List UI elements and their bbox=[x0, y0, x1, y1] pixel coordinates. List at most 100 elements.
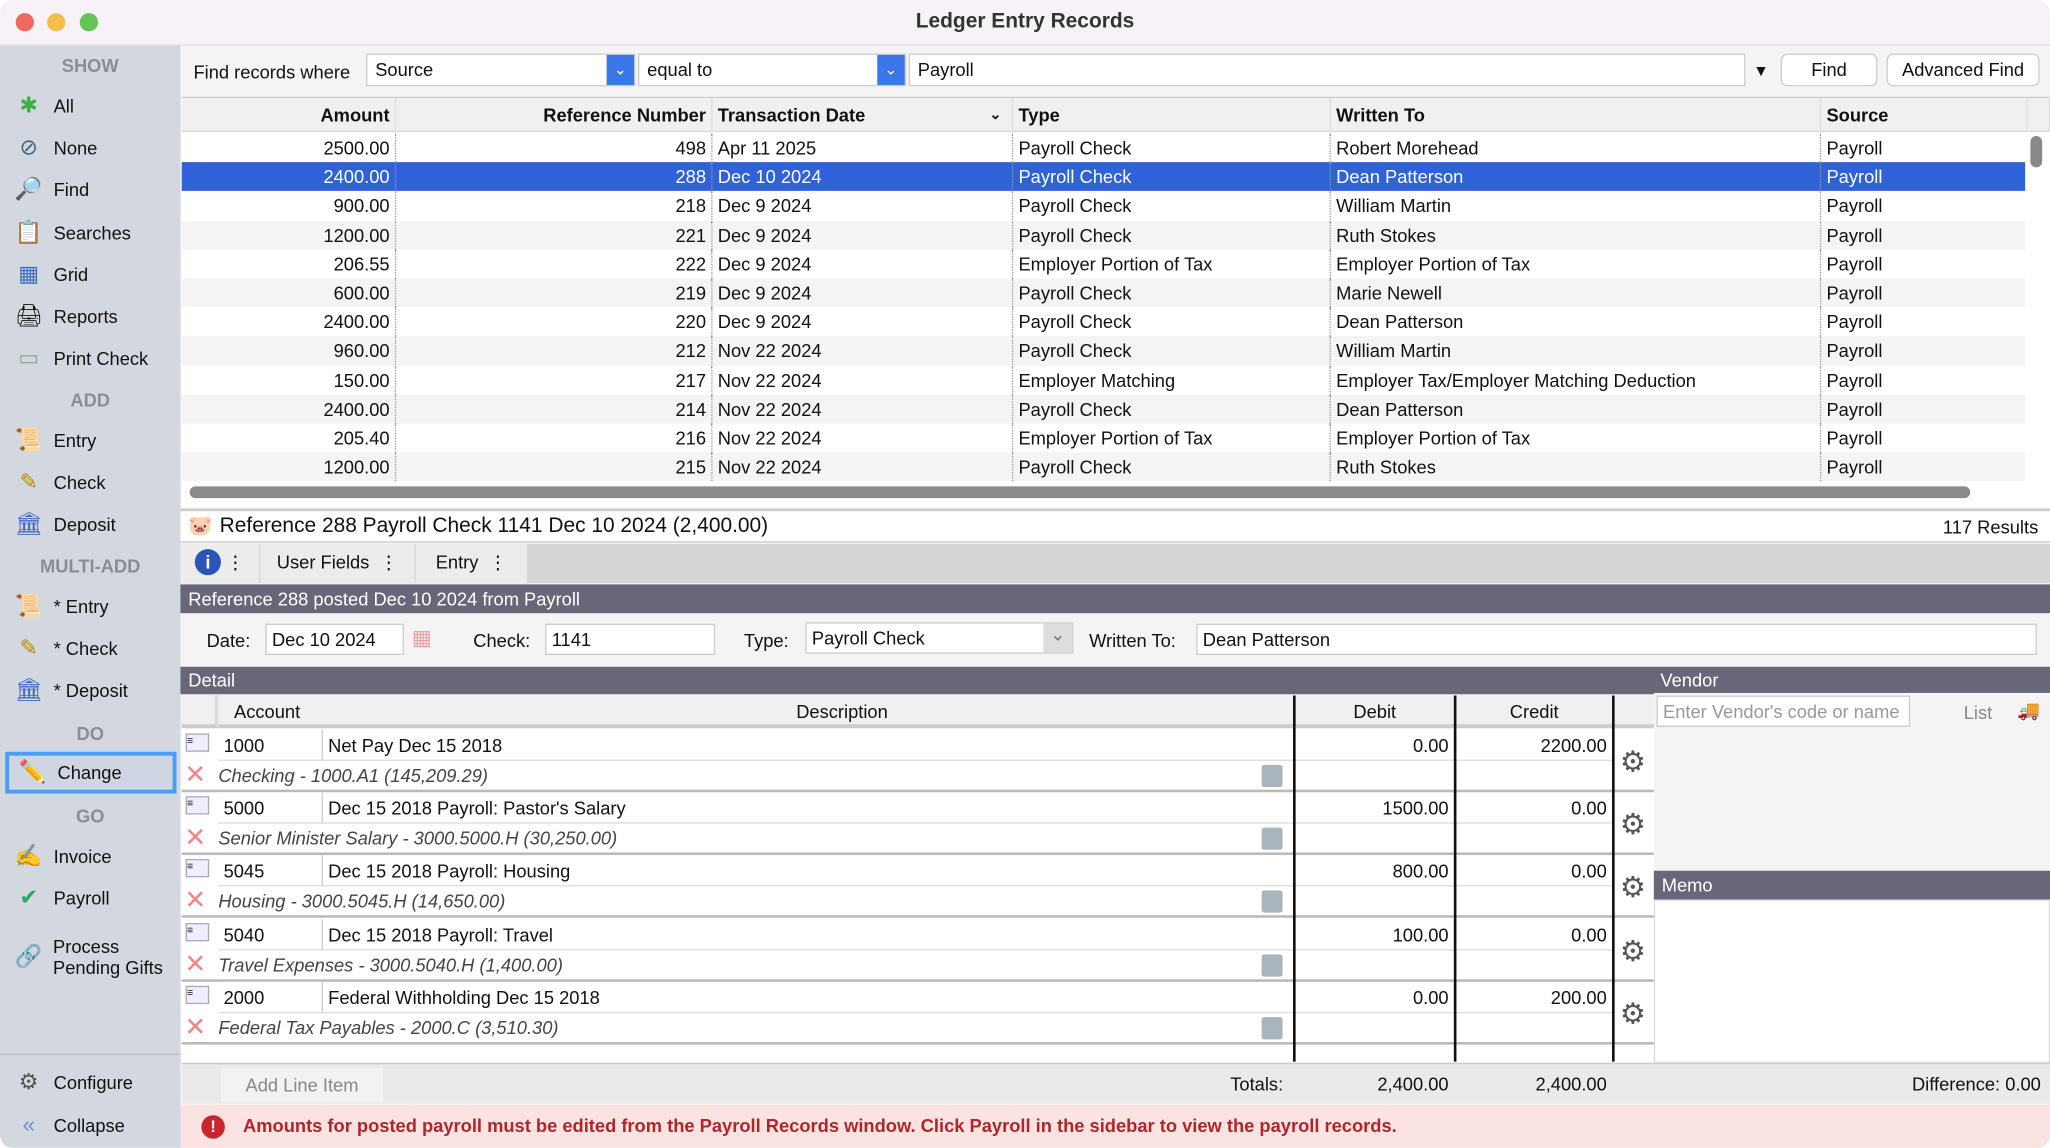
close-window-button[interactable] bbox=[15, 13, 34, 32]
sidebar-item-deposit[interactable]: 🏛 * Deposit bbox=[5, 669, 176, 711]
credit-input[interactable]: 0.00 bbox=[1455, 918, 1614, 950]
account-input[interactable]: 5000 bbox=[218, 792, 323, 824]
zoom-window-button[interactable] bbox=[79, 13, 99, 32]
column-header-reference-number[interactable]: Reference Number bbox=[396, 98, 713, 133]
find-button[interactable]: Find bbox=[1780, 53, 1878, 87]
value-dropdown-icon[interactable]: ▼ bbox=[1753, 61, 1769, 80]
tab-user-fields[interactable]: User Fields ⋮ bbox=[260, 543, 415, 584]
description-input[interactable]: Dec 15 2018 Payroll: Housing bbox=[322, 855, 1295, 887]
sidebar-item-reports[interactable]: 🖨 Reports bbox=[5, 295, 176, 337]
table-row[interactable]: 206.55 222 Dec 9 2024 Employer Portion of T… bbox=[182, 249, 2025, 279]
add-line-item-button[interactable]: Add Line Item bbox=[220, 1068, 384, 1103]
vertical-scrollbar[interactable] bbox=[2030, 135, 2043, 168]
table-row[interactable]: 900.00 218 Dec 9 2024 Payroll Check William … bbox=[182, 191, 2025, 221]
description-input[interactable]: Dec 15 2018 Payroll: Pastor's Salary bbox=[322, 792, 1295, 824]
truck-icon[interactable]: 🚚 bbox=[2017, 699, 2041, 721]
sidebar-item-change[interactable]: ✏️ Change bbox=[5, 751, 177, 794]
configure-button[interactable]: ⚙ Configure bbox=[5, 1062, 176, 1104]
credit-input[interactable]: 0.00 bbox=[1455, 792, 1614, 824]
note-icon[interactable]: ≡ bbox=[185, 922, 210, 941]
sidebar-item-entry[interactable]: 📜 * Entry bbox=[5, 586, 176, 628]
table-row[interactable]: 2500.00 498 Apr 11 2025 Payroll Check Robert… bbox=[182, 133, 2025, 163]
column-header-written-to[interactable]: Written To bbox=[1330, 98, 1822, 133]
calculator-icon[interactable] bbox=[1261, 890, 1283, 914]
find-value-input[interactable]: Payroll bbox=[908, 53, 1746, 87]
note-icon[interactable]: ≡ bbox=[185, 985, 210, 1004]
sidebar-item-none[interactable]: ⊘ None bbox=[5, 127, 176, 169]
table-row[interactable]: 2400.00 288 Dec 10 2024 Payroll Check Dean P… bbox=[181, 162, 2026, 192]
calculator-icon[interactable] bbox=[1261, 764, 1283, 788]
credit-input[interactable]: 0.00 bbox=[1455, 855, 1614, 887]
delete-line-icon[interactable]: ✕ bbox=[184, 823, 207, 853]
table-row[interactable]: 1200.00 221 Dec 9 2024 Payroll Check Ruth St… bbox=[181, 220, 2026, 250]
memo-textarea[interactable] bbox=[1653, 899, 2050, 1063]
calculator-icon[interactable] bbox=[1261, 1016, 1283, 1040]
table-row[interactable]: 600.00 219 Dec 9 2024 Payroll Check Marie Ne… bbox=[181, 278, 2026, 308]
table-row[interactable]: 1200.00 215 Nov 22 2024 Payroll Check Ruth S… bbox=[181, 452, 2026, 482]
calculator-icon[interactable] bbox=[1261, 953, 1283, 977]
sidebar-item-print-check[interactable]: ▭ Print Check bbox=[5, 337, 176, 379]
operator-select[interactable]: equal to ⌄ bbox=[638, 53, 907, 87]
account-input[interactable]: 2000 bbox=[218, 981, 323, 1013]
minimize-window-button[interactable] bbox=[47, 13, 66, 32]
delete-line-icon[interactable]: ✕ bbox=[184, 1012, 207, 1042]
debit-input[interactable]: 800.00 bbox=[1294, 855, 1456, 887]
sidebar-item-deposit[interactable]: 🏛 Deposit bbox=[5, 503, 176, 545]
sidebar-item-payroll[interactable]: ✔ Payroll bbox=[5, 877, 176, 919]
gear-icon[interactable]: ⚙ bbox=[1619, 808, 1646, 841]
column-header-amount[interactable]: Amount bbox=[181, 98, 397, 133]
table-row[interactable]: 2400.00 220 Dec 9 2024 Payroll Check Dean Pa… bbox=[182, 307, 2025, 337]
vendor-list-link[interactable]: List bbox=[1963, 702, 1993, 723]
debit-input[interactable]: 1500.00 bbox=[1294, 792, 1456, 824]
table-row[interactable]: 205.40 216 Nov 22 2024 Employer Portion of … bbox=[182, 423, 2025, 453]
tab-info[interactable]: i ⋮ bbox=[180, 543, 259, 584]
sidebar-item-find[interactable]: 🔎 Find bbox=[5, 169, 176, 211]
account-input[interactable]: 1000 bbox=[218, 729, 323, 761]
type-select[interactable]: Payroll Check ⌄ bbox=[805, 622, 1074, 654]
delete-line-icon[interactable]: ✕ bbox=[184, 886, 207, 916]
written-to-input[interactable]: Dean Patterson bbox=[1196, 623, 2037, 656]
gear-icon[interactable]: ⚙ bbox=[1619, 997, 1646, 1030]
vendor-input[interactable]: Enter Vendor's code or name bbox=[1656, 695, 1911, 727]
note-icon[interactable]: ≡ bbox=[185, 859, 210, 878]
table-row[interactable]: 2400.00 214 Nov 22 2024 Payroll Check Dean P… bbox=[181, 394, 2026, 424]
gear-icon[interactable]: ⚙ bbox=[1619, 934, 1646, 967]
date-input[interactable]: Dec 10 2024 bbox=[265, 623, 404, 656]
sidebar-item-grid[interactable]: ▦ Grid bbox=[5, 254, 176, 296]
account-input[interactable]: 5045 bbox=[218, 855, 323, 887]
calendar-icon[interactable]: ▦ bbox=[411, 627, 432, 650]
gear-icon[interactable]: ⚙ bbox=[1619, 745, 1646, 778]
column-header-transaction-date[interactable]: Transaction Date ⌄ bbox=[712, 98, 1014, 133]
debit-input[interactable]: 100.00 bbox=[1294, 918, 1456, 950]
account-input[interactable]: 5040 bbox=[218, 918, 323, 950]
credit-input[interactable]: 2200.00 bbox=[1455, 729, 1614, 761]
description-input[interactable]: Dec 15 2018 Payroll: Travel bbox=[322, 918, 1295, 950]
calculator-icon[interactable] bbox=[1261, 827, 1283, 851]
gear-icon[interactable]: ⚙ bbox=[1619, 871, 1646, 904]
sidebar-item-invoice[interactable]: ✍ Invoice bbox=[5, 835, 176, 877]
tab-entry[interactable]: Entry ⋮ bbox=[415, 543, 527, 584]
column-header-source[interactable]: Source bbox=[1821, 98, 2028, 133]
debit-input[interactable]: 0.00 bbox=[1294, 729, 1456, 761]
field-select[interactable]: Source ⌄ bbox=[366, 53, 636, 87]
table-row[interactable]: 150.00 217 Nov 22 2024 Employer Matching Emp… bbox=[182, 365, 2025, 395]
description-input[interactable]: Federal Withholding Dec 15 2018 bbox=[322, 981, 1295, 1013]
delete-line-icon[interactable]: ✕ bbox=[184, 760, 207, 790]
note-icon[interactable]: ≡ bbox=[185, 796, 210, 815]
sidebar-item-all[interactable]: ✱ All bbox=[5, 85, 176, 127]
debit-input[interactable]: 0.00 bbox=[1294, 981, 1456, 1013]
sidebar-item-process-pending-gifts[interactable]: 🔗 Process Pending Gifts bbox=[5, 931, 176, 983]
collapse-button[interactable]: « Collapse bbox=[5, 1105, 176, 1147]
sidebar-item-check[interactable]: ✎ Check bbox=[5, 462, 176, 504]
sidebar-item-check[interactable]: ✎ * Check bbox=[5, 628, 176, 670]
credit-input[interactable]: 200.00 bbox=[1455, 981, 1614, 1013]
sidebar-item-entry[interactable]: 📜 Entry bbox=[5, 420, 176, 462]
check-number-input[interactable]: 1141 bbox=[545, 623, 716, 656]
delete-line-icon[interactable]: ✕ bbox=[184, 949, 207, 979]
column-header-type[interactable]: Type bbox=[1013, 98, 1331, 133]
table-row[interactable]: 960.00 212 Nov 22 2024 Payroll Check William… bbox=[181, 336, 2026, 366]
description-input[interactable]: Net Pay Dec 15 2018 bbox=[322, 729, 1295, 761]
note-icon[interactable]: ≡ bbox=[185, 733, 210, 752]
horizontal-scrollbar[interactable] bbox=[189, 486, 1971, 499]
advanced-find-button[interactable]: Advanced Find bbox=[1886, 53, 2040, 87]
